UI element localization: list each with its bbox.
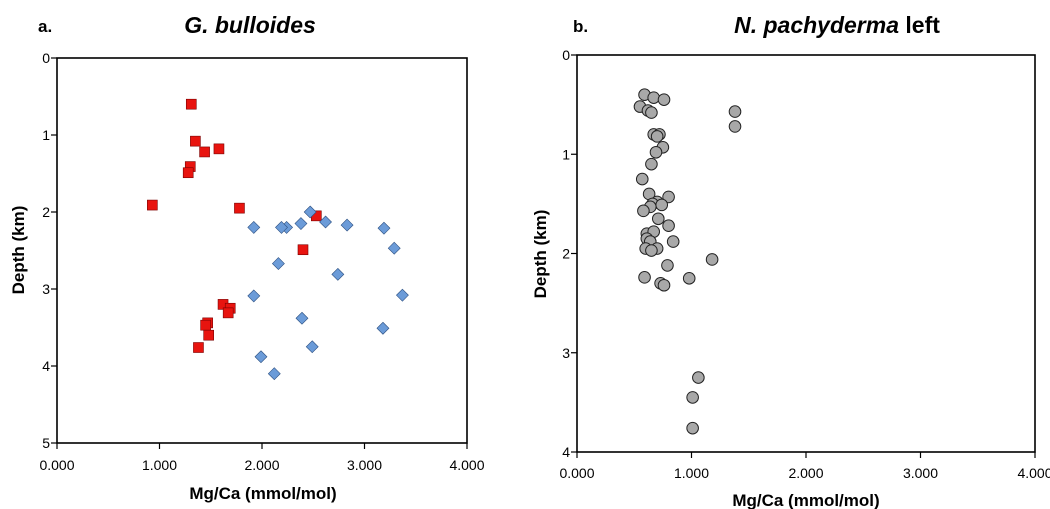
panel-b-xtick-label: 1.000	[674, 465, 709, 481]
data-point-square	[213, 143, 225, 155]
data-point-circle	[662, 219, 675, 233]
data-point-circle	[637, 204, 650, 218]
panel-a-frame	[56, 57, 468, 444]
data-point-diamond	[275, 220, 288, 234]
panel-b-ytick-label: 2	[562, 246, 570, 262]
data-point-diamond	[303, 205, 317, 219]
data-point-square	[147, 199, 158, 211]
panel-b-ytick-label: 3	[562, 345, 570, 361]
data-point-diamond	[305, 340, 319, 354]
panel-a-title-italic: G. bulloides	[184, 12, 316, 38]
data-point-square	[193, 342, 204, 353]
panel-b-title-rest: left	[899, 12, 940, 38]
data-point-circle	[662, 190, 675, 204]
panel-b-ytick-label: 1	[562, 146, 570, 162]
panel-a-ytick-label: 2	[42, 204, 50, 220]
panel-a-xlabel: Mg/Ca (mmol/mol)	[189, 484, 336, 503]
panel-a-ytick-label: 1	[42, 127, 50, 143]
data-point-circle	[657, 93, 671, 106]
data-point-circle	[686, 421, 699, 435]
data-point-diamond	[254, 350, 268, 364]
data-point-square	[182, 167, 194, 179]
panel-a-plot: 0.000 1.000 2.000 3.000 4.000 0 1 2 3 4 5	[39, 50, 484, 473]
panel-a-ytick-label: 0	[42, 50, 50, 66]
data-point-diamond	[319, 215, 332, 229]
data-point-diamond	[271, 257, 285, 271]
data-point-square	[222, 307, 234, 319]
data-point-diamond	[387, 241, 401, 255]
data-point-diamond	[331, 267, 345, 281]
data-point-square	[297, 244, 309, 256]
panel-b-title-italic: N. pachyderma	[734, 12, 899, 38]
panel-b-plot: 0.000 1.000 2.000 3.000 4.000 0 1 2 3 4	[559, 47, 1050, 481]
data-point-circle	[705, 253, 719, 266]
data-point-diamond	[340, 218, 354, 232]
panel-a-xtick-label: 2.000	[244, 457, 279, 473]
data-point-circle	[638, 271, 651, 284]
data-point-diamond	[247, 289, 261, 303]
data-point-circle	[655, 198, 669, 212]
data-point-circle	[728, 120, 742, 133]
panel-a-ytick-label: 5	[42, 435, 50, 451]
panel-a-ylabel: Depth (km)	[9, 206, 28, 295]
data-point-square	[234, 202, 245, 214]
data-point-diamond	[247, 220, 261, 234]
panel-a-title: G. bulloides	[184, 12, 316, 38]
data-point-square	[199, 146, 210, 158]
data-point-circle	[645, 157, 658, 171]
data-point-square	[203, 329, 214, 341]
data-point-circle	[686, 391, 699, 404]
panel-b-ylabel: Depth (km)	[531, 210, 550, 299]
data-point-circle	[657, 278, 671, 292]
panel-b-xlabel: Mg/Ca (mmol/mol)	[732, 491, 879, 509]
data-point-circle	[649, 145, 663, 159]
data-point-circle	[650, 130, 664, 143]
panel-b-xtick-label: 4.000	[1017, 465, 1050, 481]
data-point-circle	[666, 235, 680, 248]
data-point-circle	[635, 172, 649, 186]
panel-a-xtick-label: 3.000	[347, 457, 382, 473]
data-point-circle	[728, 105, 742, 118]
panel-b-ytick-label: 0	[562, 47, 570, 63]
panel-b-letter: b.	[573, 17, 588, 36]
panel-a-ytick-label: 4	[42, 358, 50, 374]
data-point-square	[185, 98, 197, 110]
panel-b-xtick-label: 0.000	[559, 465, 594, 481]
panel-a-xtick-label: 1.000	[142, 457, 177, 473]
data-point-circle	[682, 272, 696, 285]
data-point-square	[200, 319, 211, 331]
panel-b-xtick-label: 3.000	[903, 465, 938, 481]
data-point-circle	[651, 212, 665, 226]
data-point-diamond	[295, 311, 309, 325]
panel-a-xtick-label: 0.000	[39, 457, 74, 473]
panel-a-xtick-label: 4.000	[449, 457, 484, 473]
data-point-circle	[647, 91, 661, 104]
panel-a-ytick-label: 3	[42, 281, 50, 297]
panel-b-title: N. pachyderma left	[734, 12, 940, 38]
data-point-circle	[661, 259, 674, 272]
data-point-circle	[692, 371, 705, 384]
data-point-diamond	[376, 321, 390, 335]
data-point-diamond	[267, 367, 281, 381]
data-point-diamond	[396, 288, 409, 302]
data-point-square	[190, 135, 201, 147]
data-point-diamond	[377, 221, 391, 235]
data-point-circle	[645, 244, 658, 257]
panel-b-xtick-label: 2.000	[788, 465, 823, 481]
data-point-circle	[645, 106, 658, 119]
panel-a-letter: a.	[38, 17, 52, 36]
panel-b-ytick-label: 4	[562, 444, 570, 460]
data-point-diamond	[294, 217, 308, 230]
